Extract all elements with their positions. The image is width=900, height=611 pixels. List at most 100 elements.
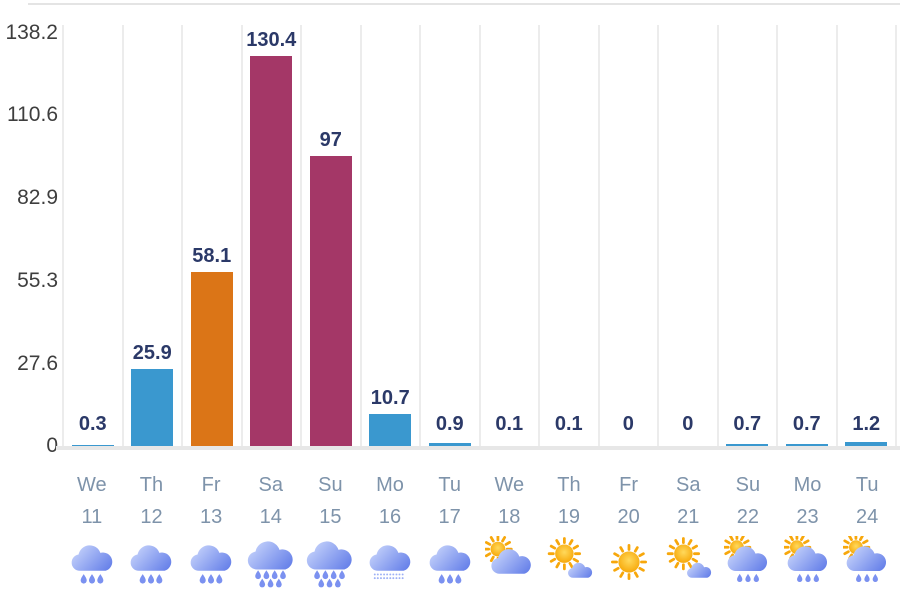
day-column-fr-13[interactable]: Fr 13 — [181, 450, 241, 590]
day-column-th-12[interactable]: Th 12 — [122, 450, 182, 590]
bar-value-label: 10.7 — [370, 387, 410, 409]
day-name-label: Tu — [855, 474, 879, 496]
day-date-label: 18 — [498, 506, 521, 528]
day-column-sa-14[interactable]: Sa 14 — [241, 450, 301, 590]
chart-column: 25.9 — [121, 25, 182, 446]
day-column-tu-24[interactable]: Tu 24 — [837, 450, 897, 590]
bar-value-label: 1.2 — [852, 413, 881, 435]
drizzle-cloud-icon — [360, 536, 420, 590]
day-name-label: Sa — [675, 474, 701, 496]
chart-column: 130.4 — [240, 25, 301, 446]
precipitation-bar — [845, 442, 888, 446]
precipitation-bar — [369, 414, 412, 446]
day-name-label: Th — [139, 474, 164, 496]
day-name-label: Fr — [201, 474, 221, 496]
chart-column: 0 — [597, 25, 658, 446]
day-date-label: 24 — [856, 506, 879, 528]
bar-value-label: 58.1 — [192, 245, 232, 267]
precipitation-bar — [785, 444, 828, 446]
day-name-label: Mo — [793, 474, 822, 496]
precipitation-bar — [190, 272, 233, 446]
y-axis: 138.2 110.6 82.9 55.3 27.6 0 — [0, 0, 58, 611]
chart-column: 0.7 — [716, 25, 777, 446]
precipitation-bar — [250, 56, 293, 446]
y-axis-tick-label: 55.3 — [17, 268, 58, 292]
day-column-su-15[interactable]: Su 15 — [301, 450, 361, 590]
x-axis: We 11 Th 12 Fr 13 Sa 14 Su 15 Mo 16 Tu 17 We 18 Th 19 Fr 20… — [62, 450, 897, 590]
day-column-mo-23[interactable]: Mo 23 — [778, 450, 838, 590]
sun-behind-rain-cloud-icon — [778, 536, 838, 590]
top-border-line — [28, 3, 900, 5]
chart-column: 0.3 — [62, 25, 122, 446]
rain-cloud-icon — [122, 536, 182, 590]
bar-value-label: 0 — [682, 413, 694, 435]
chart-column: 1.2 — [835, 25, 897, 446]
x-axis-baseline — [56, 446, 900, 450]
day-date-label: 16 — [378, 506, 402, 528]
day-column-we-18[interactable]: We 18 — [479, 450, 539, 590]
precipitation-bar — [71, 445, 114, 446]
day-column-tu-17[interactable]: Tu 17 — [420, 450, 480, 590]
day-date-label: 23 — [796, 506, 819, 528]
chart-column: 0.1 — [478, 25, 539, 446]
rain-cloud-icon — [181, 536, 241, 590]
chart-column: 0 — [657, 25, 717, 446]
day-name-label: We — [494, 474, 525, 496]
bar-value-label: 0.7 — [792, 413, 821, 435]
day-column-su-22[interactable]: Su 22 — [718, 450, 778, 590]
day-column-mo-16[interactable]: Mo 16 — [360, 450, 420, 590]
day-date-label: 21 — [677, 506, 700, 528]
day-name-label: Th — [557, 474, 581, 496]
chart-column: 97 — [300, 25, 360, 446]
heavy-rain-cloud-icon — [241, 536, 301, 590]
chart-column: 58.1 — [181, 25, 241, 446]
chart-column: 0.1 — [538, 25, 598, 446]
sun-with-small-cloud-icon — [658, 536, 718, 590]
bar-value-label: 0.1 — [554, 413, 583, 435]
day-date-label: 14 — [259, 506, 282, 528]
day-name-label: Tu — [438, 474, 461, 496]
precipitation-bar — [309, 156, 352, 446]
y-axis-tick-label: 138.2 — [5, 21, 58, 44]
heavy-rain-cloud-icon — [301, 536, 361, 590]
day-name-label: Mo — [376, 474, 404, 496]
day-date-label: 22 — [736, 506, 759, 528]
sun-behind-cloud-icon — [479, 536, 539, 590]
sun-behind-rain-cloud-icon — [718, 536, 778, 590]
bar-value-label: 0 — [622, 413, 634, 435]
bar-value-label: 97 — [319, 129, 342, 151]
sun-with-small-cloud-icon — [539, 536, 599, 590]
day-column-fr-20[interactable]: Fr 20 — [599, 450, 659, 590]
day-date-label: 19 — [557, 506, 581, 528]
day-column-sa-21[interactable]: Sa 21 — [658, 450, 718, 590]
y-axis-tick-label: 27.6 — [17, 351, 58, 375]
day-column-th-19[interactable]: Th 19 — [539, 450, 599, 590]
precipitation-bar — [131, 369, 174, 446]
chart-column: 0.9 — [419, 25, 479, 446]
day-name-label: We — [77, 474, 107, 496]
rain-cloud-icon — [62, 536, 122, 590]
bar-value-label: 0.7 — [733, 413, 762, 435]
day-name-label: Su — [735, 474, 761, 496]
day-date-label: 12 — [140, 506, 163, 528]
bar-value-label: 0.9 — [435, 413, 464, 435]
y-axis-tick-label: 82.9 — [17, 186, 58, 210]
day-date-label: 17 — [438, 506, 461, 528]
precipitation-bar — [726, 444, 769, 446]
day-name-label: Su — [318, 474, 343, 496]
precipitation-bar — [428, 443, 471, 446]
bar-value-label: 130.4 — [246, 29, 297, 51]
chart-column: 0.7 — [776, 25, 836, 446]
plot-area: 0.3 25.9 58.1 130.4 97 10.7 0.9 0.1 0.1 0 0 0.7 0.7 1… — [62, 25, 897, 446]
day-date-label: 11 — [81, 506, 103, 528]
day-date-label: 13 — [199, 506, 223, 528]
bar-value-label: 0.3 — [78, 413, 107, 435]
y-axis-tick-label: 110.6 — [7, 103, 58, 127]
day-column-we-11[interactable]: We 11 — [62, 450, 122, 590]
day-name-label: Sa — [258, 474, 283, 496]
sun-behind-rain-cloud-icon — [837, 536, 897, 590]
y-axis-tick-label: 0 — [46, 434, 58, 457]
day-date-label: 20 — [617, 506, 640, 528]
sun-icon — [599, 536, 659, 590]
